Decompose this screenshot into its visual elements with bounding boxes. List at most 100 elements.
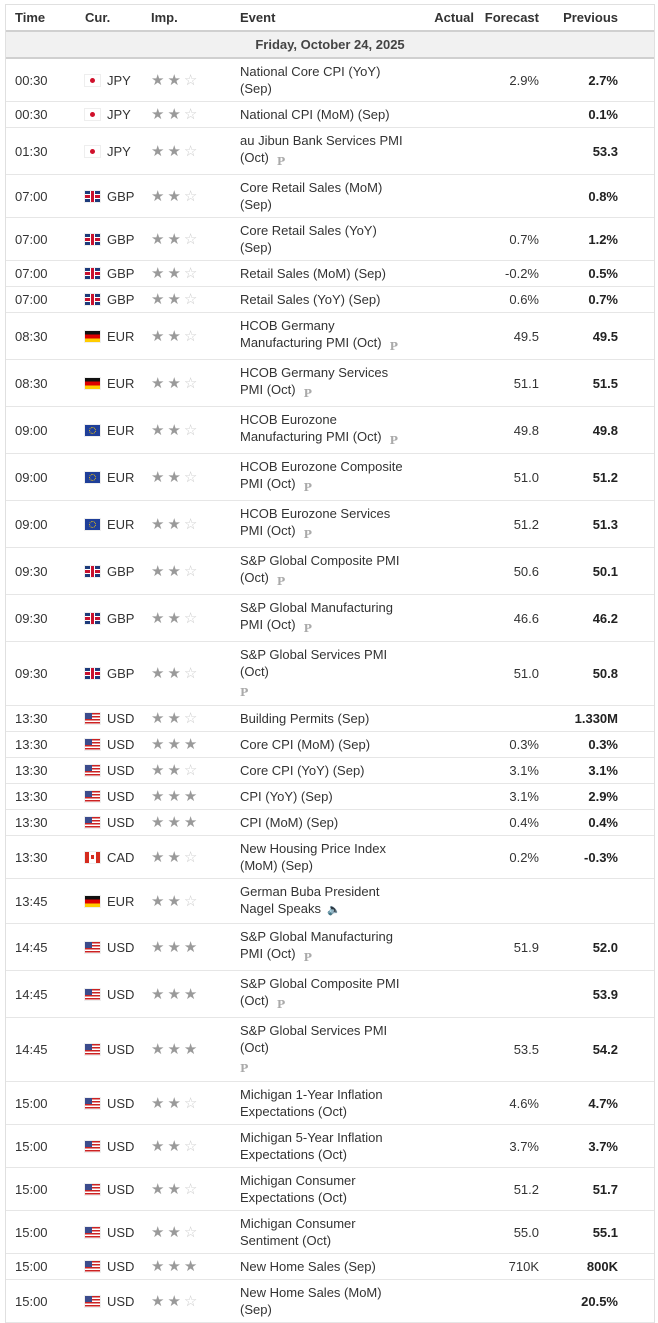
col-time[interactable]: Time	[6, 5, 85, 32]
event-cell[interactable]: New Housing Price Index (MoM) (Sep)	[240, 835, 412, 879]
event-row[interactable]: 08:30 EUR ★★☆ HCOB Germany Manufacturing PM…	[6, 312, 654, 360]
event-row[interactable]: 09:30 GBP ★★☆ S&P Global Services PMI (Oct)…	[6, 641, 654, 706]
event-row[interactable]: 01:30 JPY ★★☆ au Jibun Bank Services PMI (O…	[6, 127, 654, 175]
event-cell[interactable]: S&P Global Composite PMI (Oct) P	[240, 547, 412, 595]
event-cell[interactable]: Michigan 1-Year Inflation Expectations (…	[240, 1081, 412, 1125]
event-row[interactable]: 13:30 USD ★★★ Core CPI (MoM) (Sep) 0.3% 0.3%	[6, 731, 654, 758]
event-name[interactable]: CPI (YoY) (Sep)	[240, 789, 333, 804]
event-row[interactable]: 14:45 USD ★★★ S&P Global Services PMI (Oct)…	[6, 1017, 654, 1082]
event-name[interactable]: HCOB Eurozone Manufacturing PMI (Oct)	[240, 412, 382, 444]
event-name[interactable]: New Home Sales (Sep)	[240, 1259, 376, 1274]
event-name[interactable]: HCOB Eurozone Services PMI (Oct)	[240, 506, 391, 538]
event-name[interactable]: New Housing Price Index (MoM) (Sep)	[240, 841, 386, 873]
event-cell[interactable]: HCOB Eurozone Composite PMI (Oct) P	[240, 453, 412, 501]
event-cell[interactable]: HCOB Germany Services PMI (Oct) P	[240, 359, 412, 407]
col-event[interactable]: Event	[240, 5, 412, 32]
event-cell[interactable]: New Home Sales (Sep)	[240, 1253, 412, 1280]
event-name[interactable]: Building Permits (Sep)	[240, 711, 370, 726]
event-name[interactable]: S&P Global Services PMI (Oct)	[240, 1023, 388, 1055]
event-row[interactable]: 14:45 USD ★★★ S&P Global Composite PMI (Oct…	[6, 970, 654, 1018]
event-name[interactable]: Core Retail Sales (YoY) (Sep)	[240, 223, 377, 255]
event-cell[interactable]: au Jibun Bank Services PMI (Oct) P	[240, 127, 412, 175]
event-name[interactable]: S&P Global Manufacturing PMI (Oct)	[240, 929, 393, 961]
event-cell[interactable]: HCOB Eurozone Manufacturing PMI (Oct) P	[240, 406, 412, 454]
event-cell[interactable]: Core CPI (YoY) (Sep)	[240, 757, 412, 784]
event-name[interactable]: Michigan 1-Year Inflation Expectations (…	[240, 1087, 383, 1119]
event-row[interactable]: 14:45 USD ★★★ S&P Global Manufacturing PMI …	[6, 923, 654, 971]
event-cell[interactable]: CPI (MoM) (Sep)	[240, 809, 412, 836]
event-row[interactable]: 13:30 USD ★★☆ Core CPI (YoY) (Sep) 3.1% 3.1%	[6, 757, 654, 784]
event-row[interactable]: 15:00 USD ★★☆ Michigan 5-Year Inflation Exp…	[6, 1124, 654, 1168]
event-row[interactable]: 13:30 USD ★★★ CPI (MoM) (Sep) 0.4% 0.4%	[6, 809, 654, 836]
event-cell[interactable]: S&P Global Services PMI (Oct) P	[240, 1017, 412, 1082]
event-row[interactable]: 13:30 USD ★★☆ Building Permits (Sep) 1.330M	[6, 705, 654, 732]
event-cell[interactable]: National CPI (MoM) (Sep)	[240, 101, 412, 128]
event-row[interactable]: 07:00 GBP ★★☆ Core Retail Sales (YoY) (Sep)…	[6, 217, 654, 261]
event-row[interactable]: 07:00 GBP ★★☆ Retail Sales (MoM) (Sep) -0.2%…	[6, 260, 654, 287]
event-name[interactable]: Retail Sales (MoM) (Sep)	[240, 266, 386, 281]
event-name[interactable]: Core Retail Sales (MoM) (Sep)	[240, 180, 383, 212]
col-forecast[interactable]: Forecast	[474, 5, 539, 32]
event-row[interactable]: 09:00 EUR ★★☆ HCOB Eurozone Services PMI (O…	[6, 500, 654, 548]
event-row[interactable]: 09:00 EUR ★★☆ HCOB Eurozone Composite PMI (…	[6, 453, 654, 501]
event-name[interactable]: S&P Global Manufacturing PMI (Oct)	[240, 600, 393, 632]
event-name[interactable]: New Home Sales (MoM) (Sep)	[240, 1285, 382, 1317]
event-name[interactable]: Core CPI (YoY) (Sep)	[240, 763, 365, 778]
event-cell[interactable]: S&P Global Services PMI (Oct) P	[240, 641, 412, 706]
event-name[interactable]: CPI (MoM) (Sep)	[240, 815, 339, 830]
event-row[interactable]: 09:30 GBP ★★☆ S&P Global Composite PMI (Oct…	[6, 547, 654, 595]
event-row[interactable]: 15:00 USD ★★☆ Michigan Consumer Expectation…	[6, 1167, 654, 1211]
event-cell[interactable]: National Core CPI (YoY) (Sep)	[240, 58, 412, 102]
event-name[interactable]: Michigan Consumer Expectations (Oct)	[240, 1173, 356, 1205]
event-name[interactable]: S&P Global Composite PMI (Oct)	[240, 976, 400, 1008]
event-name[interactable]: au Jibun Bank Services PMI (Oct)	[240, 133, 403, 165]
event-cell[interactable]: S&P Global Composite PMI (Oct) P	[240, 970, 412, 1018]
event-cell[interactable]: German Buba President Nagel Speaks 🔈	[240, 878, 412, 924]
event-cell[interactable]: Retail Sales (MoM) (Sep)	[240, 260, 412, 287]
event-cell[interactable]: S&P Global Manufacturing PMI (Oct) P	[240, 594, 412, 642]
event-row[interactable]: 00:30 JPY ★★☆ National CPI (MoM) (Sep) 0.1%	[6, 101, 654, 128]
col-actual[interactable]: Actual	[412, 5, 474, 32]
event-row[interactable]: 15:00 USD ★★★ New Home Sales (Sep) 710K 800K	[6, 1253, 654, 1280]
event-name[interactable]: HCOB Eurozone Composite PMI (Oct)	[240, 459, 403, 491]
event-cell[interactable]: Retail Sales (YoY) (Sep)	[240, 286, 412, 313]
event-name[interactable]: National CPI (MoM) (Sep)	[240, 107, 390, 122]
event-cell[interactable]: S&P Global Manufacturing PMI (Oct) P	[240, 923, 412, 971]
event-row[interactable]: 07:00 GBP ★★☆ Core Retail Sales (MoM) (Sep)…	[6, 174, 654, 218]
event-cell[interactable]: Building Permits (Sep)	[240, 705, 412, 732]
event-name[interactable]: S&P Global Services PMI (Oct)	[240, 647, 388, 679]
event-name[interactable]: Retail Sales (YoY) (Sep)	[240, 292, 381, 307]
event-cell[interactable]: Michigan Consumer Expectations (Oct)	[240, 1167, 412, 1211]
event-row[interactable]: 09:00 EUR ★★☆ HCOB Eurozone Manufacturing P…	[6, 406, 654, 454]
event-name[interactable]: Michigan Consumer Sentiment (Oct)	[240, 1216, 356, 1248]
event-row[interactable]: 15:00 USD ★★☆ New Home Sales (MoM) (Sep) 20.…	[6, 1279, 654, 1323]
event-row[interactable]: 13:30 CAD ★★☆ New Housing Price Index (MoM)…	[6, 835, 654, 879]
event-cell[interactable]: Core Retail Sales (YoY) (Sep)	[240, 217, 412, 261]
event-row[interactable]: 13:45 EUR ★★☆ German Buba President Nagel S…	[6, 878, 654, 924]
event-name[interactable]: HCOB Germany Services PMI (Oct)	[240, 365, 389, 397]
event-row[interactable]: 07:00 GBP ★★☆ Retail Sales (YoY) (Sep) 0.6% 0…	[6, 286, 654, 313]
col-previous[interactable]: Previous	[539, 5, 654, 32]
event-cell[interactable]: New Home Sales (MoM) (Sep)	[240, 1279, 412, 1323]
event-row[interactable]: 15:00 USD ★★☆ Michigan Consumer Sentiment (…	[6, 1210, 654, 1254]
event-name[interactable]: National Core CPI (YoY) (Sep)	[240, 64, 381, 96]
event-row[interactable]: 09:30 GBP ★★☆ S&P Global Manufacturing PMI …	[6, 594, 654, 642]
event-cell[interactable]: Michigan 5-Year Inflation Expectations (…	[240, 1124, 412, 1168]
event-row[interactable]: 00:30 JPY ★★☆ National Core CPI (YoY) (Sep)…	[6, 58, 654, 102]
event-name[interactable]: German Buba President Nagel Speaks	[240, 884, 380, 916]
event-cell[interactable]: Core CPI (MoM) (Sep)	[240, 731, 412, 758]
event-cell[interactable]: Michigan Consumer Sentiment (Oct)	[240, 1210, 412, 1254]
event-cell[interactable]: Core Retail Sales (MoM) (Sep)	[240, 174, 412, 218]
event-name[interactable]: Michigan 5-Year Inflation Expectations (…	[240, 1130, 383, 1162]
event-cell[interactable]: HCOB Germany Manufacturing PMI (Oct) P	[240, 312, 412, 360]
event-name[interactable]: HCOB Germany Manufacturing PMI (Oct)	[240, 318, 382, 350]
col-importance[interactable]: Imp.	[151, 5, 240, 32]
event-cell[interactable]: HCOB Eurozone Services PMI (Oct) P	[240, 500, 412, 548]
event-row[interactable]: 13:30 USD ★★★ CPI (YoY) (Sep) 3.1% 2.9%	[6, 783, 654, 810]
event-cell[interactable]: CPI (YoY) (Sep)	[240, 783, 412, 810]
event-name[interactable]: S&P Global Composite PMI (Oct)	[240, 553, 400, 585]
event-row[interactable]: 15:00 USD ★★☆ Michigan 1-Year Inflation Exp…	[6, 1081, 654, 1125]
col-currency[interactable]: Cur.	[85, 5, 151, 32]
event-name[interactable]: Core CPI (MoM) (Sep)	[240, 737, 371, 752]
event-row[interactable]: 08:30 EUR ★★☆ HCOB Germany Services PMI (Oc…	[6, 359, 654, 407]
